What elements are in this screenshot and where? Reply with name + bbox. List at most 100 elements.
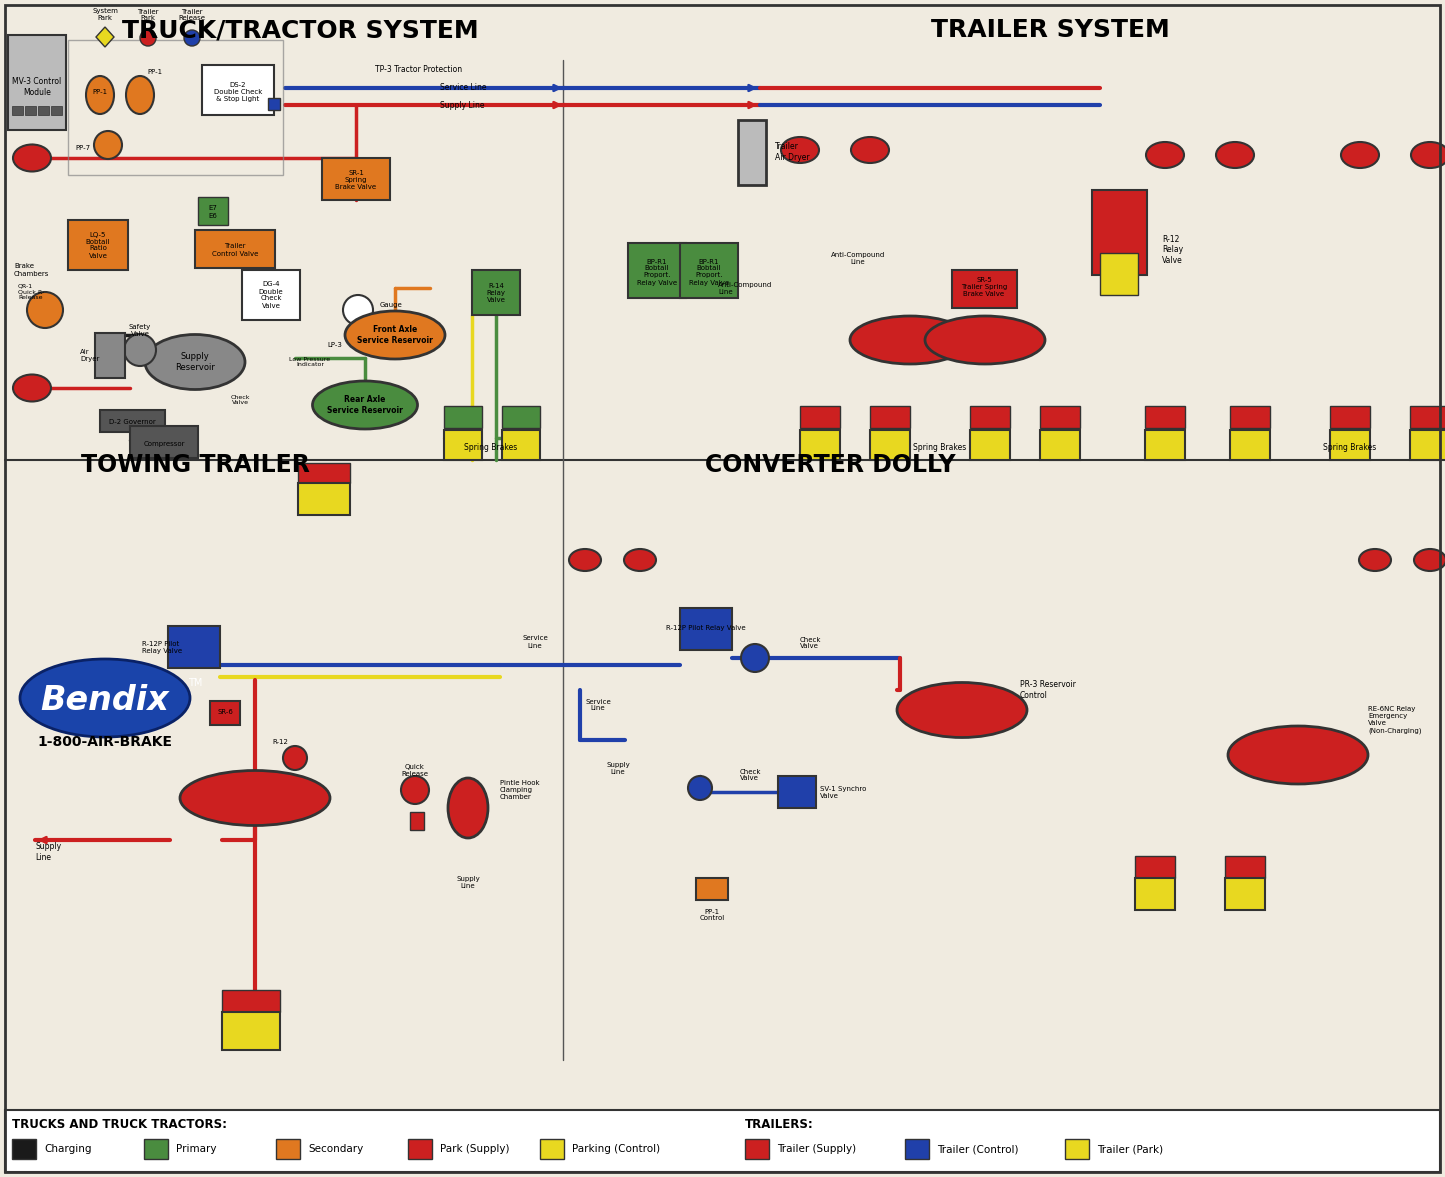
Text: PP-1
Control: PP-1 Control (699, 909, 724, 922)
Ellipse shape (1146, 142, 1183, 168)
Text: DG-4
Double
Check
Valve: DG-4 Double Check Valve (259, 281, 283, 308)
Text: PR-3 Reservoir
Control: PR-3 Reservoir Control (1020, 680, 1077, 699)
Bar (1230, 406, 1270, 428)
Bar (1329, 430, 1370, 460)
Ellipse shape (1228, 726, 1368, 784)
Text: Parking (Control): Parking (Control) (572, 1144, 660, 1153)
Text: PP-1: PP-1 (92, 89, 107, 95)
Text: TRUCKS AND TRUCK TRACTORS:: TRUCKS AND TRUCK TRACTORS: (12, 1117, 227, 1130)
Ellipse shape (569, 548, 601, 571)
Bar (801, 430, 840, 460)
Text: R-12P Pilot Relay Valve: R-12P Pilot Relay Valve (666, 625, 746, 631)
Circle shape (688, 776, 712, 800)
Text: Secondary: Secondary (308, 1144, 363, 1153)
Text: Trailer
Air Dryer: Trailer Air Dryer (775, 142, 809, 161)
Text: Trailer
Control Valve: Trailer Control Valve (212, 244, 259, 257)
Text: Spring Brakes: Spring Brakes (1324, 444, 1377, 452)
Ellipse shape (345, 311, 445, 359)
Bar (407, 1139, 432, 1159)
Circle shape (283, 746, 306, 770)
Ellipse shape (87, 77, 114, 114)
Text: LQ-5
Bobtail
Ratio
Valve: LQ-5 Bobtail Ratio Valve (85, 232, 110, 259)
Text: Service Line: Service Line (35, 678, 81, 686)
Bar (501, 430, 540, 460)
Text: Primary: Primary (176, 1144, 217, 1153)
Circle shape (140, 29, 156, 46)
Text: Supply
Line: Supply Line (605, 762, 630, 774)
Text: Trailer
Release: Trailer Release (179, 8, 205, 21)
Circle shape (184, 29, 199, 46)
Ellipse shape (897, 683, 1027, 738)
Bar (444, 430, 483, 460)
Circle shape (124, 334, 156, 366)
Text: R-12
Relay
Valve: R-12 Relay Valve (1162, 235, 1183, 265)
Ellipse shape (13, 374, 51, 401)
Ellipse shape (925, 315, 1045, 364)
Ellipse shape (144, 334, 246, 390)
Ellipse shape (1358, 548, 1392, 571)
Circle shape (27, 292, 64, 328)
Ellipse shape (181, 771, 329, 825)
Bar (870, 406, 910, 428)
Text: Supply Line: Supply Line (439, 100, 484, 109)
Text: TOWING TRAILER: TOWING TRAILER (81, 453, 309, 477)
Bar (1040, 430, 1079, 460)
Bar (9, 35, 66, 129)
Text: Brake
Chambers: Brake Chambers (14, 264, 49, 277)
Text: MV-3 Control
Module: MV-3 Control Module (13, 78, 62, 97)
Bar (202, 65, 275, 115)
Text: TRUCK/TRACTOR SYSTEM: TRUCK/TRACTOR SYSTEM (121, 18, 478, 42)
Circle shape (402, 776, 429, 804)
Text: Spring Brakes: Spring Brakes (913, 444, 967, 452)
Text: Charging: Charging (43, 1144, 91, 1153)
Ellipse shape (780, 137, 819, 162)
Bar (1134, 878, 1175, 910)
Ellipse shape (1217, 142, 1254, 168)
Bar (696, 878, 728, 900)
Bar (1144, 430, 1185, 460)
Circle shape (342, 295, 373, 325)
Bar (1134, 856, 1175, 878)
Bar (298, 483, 350, 516)
Polygon shape (95, 27, 114, 47)
Text: Rear Axle
Service Reservoir: Rear Axle Service Reservoir (327, 395, 403, 414)
Bar (473, 270, 520, 315)
Ellipse shape (624, 548, 656, 571)
Text: RE-6NC Relay
Emergency
Valve
(Non-Charging): RE-6NC Relay Emergency Valve (Non-Chargi… (1368, 706, 1422, 733)
Text: TRAILER SYSTEM: TRAILER SYSTEM (931, 18, 1169, 42)
Ellipse shape (1415, 548, 1445, 571)
Bar (738, 120, 766, 185)
Text: Spring Brakes: Spring Brakes (464, 444, 517, 452)
Text: Trailer (Supply): Trailer (Supply) (777, 1144, 855, 1153)
Bar (95, 333, 126, 378)
Bar (241, 270, 301, 320)
Text: Trailer (Control): Trailer (Control) (936, 1144, 1019, 1153)
Text: Service
Line: Service Line (585, 698, 611, 712)
Text: Supply
Line: Supply Line (35, 843, 61, 862)
Bar (410, 812, 423, 830)
Bar (629, 242, 686, 298)
Text: Trailer (Park): Trailer (Park) (1097, 1144, 1163, 1153)
Text: DS-2
Double Check
& Stop Light: DS-2 Double Check & Stop Light (214, 82, 262, 102)
Ellipse shape (851, 137, 889, 162)
Ellipse shape (312, 381, 418, 428)
Bar (1144, 406, 1185, 428)
Text: Supply
Reservoir: Supply Reservoir (175, 352, 215, 372)
Text: Gauge: Gauge (380, 302, 403, 308)
Text: Check
Valve: Check Valve (740, 769, 762, 782)
Bar (12, 1139, 36, 1159)
Bar (267, 98, 280, 109)
Text: QR-1
Quick R-
Release: QR-1 Quick R- Release (17, 284, 45, 300)
Bar (68, 220, 129, 270)
Ellipse shape (94, 131, 121, 159)
Bar (1410, 406, 1445, 428)
Bar (38, 106, 49, 115)
Bar (1230, 430, 1270, 460)
Ellipse shape (126, 77, 155, 114)
Text: Trailer
Park: Trailer Park (137, 8, 159, 21)
Text: R-12: R-12 (272, 739, 288, 745)
Bar (681, 242, 738, 298)
Bar (870, 430, 910, 460)
Bar (777, 776, 816, 807)
Bar (298, 463, 350, 483)
